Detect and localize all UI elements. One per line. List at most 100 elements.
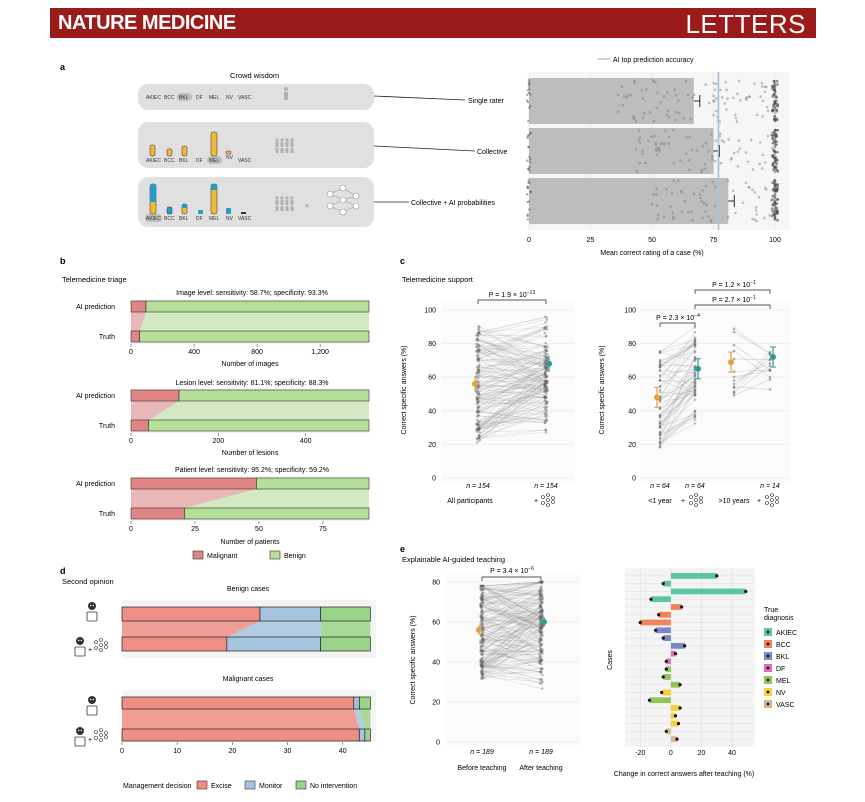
data-point — [541, 680, 544, 684]
paired-line — [477, 369, 547, 385]
bar-no-intervention — [358, 696, 371, 710]
paired-line — [481, 631, 542, 679]
data-point — [692, 93, 696, 97]
paired-line — [477, 350, 547, 371]
row-label-collective: Collective — [477, 149, 507, 156]
data-point — [539, 626, 543, 630]
data-point — [477, 405, 481, 409]
data-point — [544, 346, 547, 349]
data-point — [480, 584, 484, 588]
bar-malignant — [130, 330, 140, 343]
data-point — [476, 428, 479, 432]
data-point — [538, 589, 542, 592]
data-point — [720, 139, 724, 142]
data-point — [704, 210, 707, 213]
row-label-truth: Truth — [99, 334, 115, 341]
data-point — [693, 414, 697, 417]
data-point — [666, 91, 669, 94]
data-point — [480, 596, 484, 599]
paired-line — [477, 362, 547, 416]
panel-letter-c: c — [400, 256, 405, 266]
data-point — [693, 336, 697, 339]
data-point — [481, 626, 484, 629]
data-point — [539, 625, 543, 628]
paired-line — [481, 599, 542, 629]
paired-line — [477, 387, 547, 430]
row-label-ai: AI prediction — [76, 304, 115, 311]
data-point — [478, 386, 481, 390]
paired-line — [733, 331, 771, 354]
data-point — [543, 382, 547, 386]
data-point — [629, 93, 632, 97]
paired-line — [659, 383, 696, 427]
data-point — [751, 217, 754, 221]
bar-benign — [145, 300, 370, 313]
paired-line — [481, 659, 542, 662]
data-point — [647, 139, 650, 143]
paired-line — [477, 396, 547, 403]
x-label: >10 years — [719, 498, 750, 505]
data-point — [545, 350, 548, 353]
data-point — [481, 653, 485, 657]
data-point — [480, 632, 484, 636]
data-point — [478, 436, 481, 439]
p-value: P = 2.7 × 10−1 — [712, 295, 756, 304]
significance-bracket — [659, 322, 696, 327]
data-point — [719, 88, 722, 92]
data-point — [476, 406, 479, 410]
data-point — [543, 363, 546, 366]
paired-line — [477, 373, 547, 397]
data-point — [481, 656, 484, 660]
data-point — [658, 416, 662, 419]
paired-line — [477, 397, 547, 399]
data-point — [540, 582, 544, 585]
data-point — [658, 436, 662, 440]
data-point — [540, 632, 544, 636]
data-point — [538, 660, 542, 663]
data-point — [540, 594, 543, 598]
data-point — [479, 616, 483, 620]
paired-line — [477, 351, 547, 398]
tick-label: 60 — [628, 375, 636, 382]
data-point — [539, 616, 543, 619]
data-point — [760, 167, 764, 170]
data-point — [477, 339, 480, 342]
paired-line — [481, 607, 542, 626]
data-point — [545, 324, 549, 328]
tick-label: 20 — [628, 442, 636, 449]
data-point — [479, 587, 483, 591]
class-label: DF — [196, 95, 203, 101]
data-point — [545, 366, 549, 369]
data-point — [481, 584, 484, 588]
data-point — [479, 605, 483, 609]
data-point — [476, 370, 480, 374]
data-point — [773, 140, 776, 143]
data-point — [658, 433, 662, 437]
data-point — [538, 661, 541, 665]
data-point — [538, 610, 542, 614]
paired-line — [481, 598, 542, 606]
tick-label: 25 — [587, 237, 595, 244]
data-point — [477, 327, 480, 331]
data-point — [718, 132, 722, 136]
data-point — [658, 425, 662, 428]
data-point — [637, 129, 641, 133]
paired-line — [481, 592, 542, 618]
paired-line — [481, 631, 542, 644]
paired-line — [481, 601, 542, 633]
data-point — [481, 665, 484, 668]
paired-line — [481, 627, 542, 666]
data-point — [481, 600, 485, 603]
data-point — [699, 196, 703, 200]
data-point — [480, 663, 483, 666]
data-point — [693, 385, 697, 388]
data-point — [476, 369, 480, 373]
data-point — [693, 398, 697, 401]
data-point — [480, 663, 484, 667]
data-point — [481, 665, 485, 668]
tick-label: 0 — [436, 740, 440, 747]
data-point — [773, 195, 777, 199]
data-point — [480, 671, 483, 675]
tick-label: 60 — [428, 375, 436, 382]
data-point — [651, 78, 655, 82]
